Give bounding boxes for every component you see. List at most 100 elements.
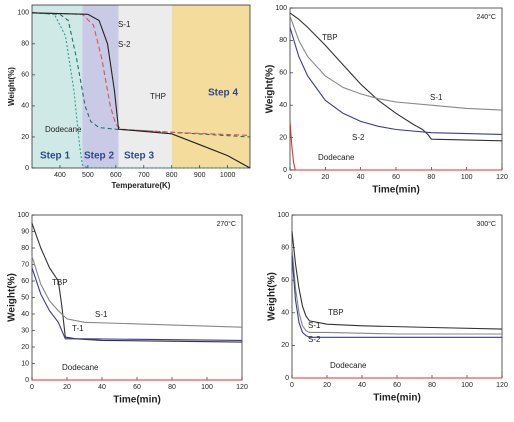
series-label: S-1	[430, 93, 443, 102]
y-tick-label: 10	[21, 360, 29, 367]
series-label: Dodecane	[318, 153, 355, 162]
x-tick-label: 100	[461, 174, 473, 181]
y-tick-label: 20	[21, 134, 29, 141]
series-line	[289, 27, 503, 135]
series-label: T-1	[72, 324, 84, 333]
y-tick-label: 0	[25, 377, 29, 384]
step-label: Step 4	[208, 88, 238, 99]
x-tick-label: 40	[357, 174, 365, 181]
y-tick-label: 60	[21, 278, 29, 285]
series-line	[31, 12, 251, 136]
step-label: Step 3	[124, 151, 154, 162]
x-tick-label: 40	[98, 384, 106, 391]
x-tick-label: 1000	[220, 172, 236, 179]
x-tick-label: 20	[63, 384, 71, 391]
x-tick-label: 80	[428, 382, 436, 389]
y-tick-label: 40	[21, 103, 29, 110]
series-label: Dodecane	[330, 361, 367, 370]
series-line	[289, 15, 503, 111]
series-label: Dodecane	[62, 363, 99, 372]
y-tick-label: 0	[283, 167, 287, 174]
y-tick-label: 80	[21, 41, 29, 48]
series-label: S-1	[95, 310, 108, 319]
x-tick-label: 20	[321, 174, 329, 181]
x-tick-label: 20	[323, 382, 331, 389]
temperature-label: 270°C	[216, 220, 236, 228]
y-tick-label: 80	[21, 245, 29, 252]
y-tick-label: 40	[21, 311, 29, 318]
x-axis-label: Time(min)	[372, 185, 420, 196]
step-label: Step 1	[40, 151, 70, 162]
x-tick-label: 0	[30, 384, 34, 391]
x-tick-label: 120	[496, 174, 508, 181]
y-tick-label: 80	[281, 244, 289, 251]
series-line	[31, 267, 243, 341]
y-tick-label: 90	[21, 228, 29, 235]
y-tick-label: 20	[279, 134, 287, 141]
x-tick-label: 80	[427, 174, 435, 181]
step-label: Step 2	[84, 151, 114, 162]
x-tick-label: 500	[82, 172, 94, 179]
y-tick-label: 50	[21, 294, 29, 301]
series-line	[31, 256, 243, 328]
series-line	[289, 121, 502, 171]
y-tick-label: 0	[285, 375, 289, 382]
series-label: S-1	[308, 321, 321, 330]
x-tick-label: 800	[166, 172, 178, 179]
temperature-label: 240°C	[476, 13, 496, 21]
plot-frame	[31, 214, 243, 381]
y-tick-label: 60	[281, 277, 289, 284]
y-tick-label: 0	[25, 165, 29, 172]
series-label: S-1	[118, 20, 131, 29]
x-tick-label: 400	[54, 172, 66, 179]
y-tick-label: 100	[17, 10, 29, 17]
series-label: S-2	[308, 335, 321, 344]
x-tick-label: 80	[168, 384, 176, 391]
y-tick-label: 20	[21, 344, 29, 351]
series-label: S-2	[352, 133, 365, 142]
step-region	[118, 5, 172, 168]
series-label: THP	[150, 92, 166, 101]
x-tick-label: 100	[201, 384, 213, 391]
y-tick-label: 100	[277, 212, 289, 219]
y-tick-label: 80	[279, 37, 287, 44]
y-tick-label: 100	[17, 212, 29, 219]
y-tick-label: 60	[279, 70, 287, 77]
y-tick-label: 40	[281, 310, 289, 317]
y-tick-label: 70	[21, 261, 29, 268]
x-tick-label: 900	[194, 172, 206, 179]
series-label: TBP	[322, 33, 338, 42]
series-label: TBP	[52, 278, 68, 287]
step-region	[32, 5, 83, 168]
x-tick-label: 600	[110, 172, 122, 179]
series-line	[31, 12, 250, 169]
series-line	[291, 231, 503, 330]
y-axis-label: Weight(%)	[267, 272, 278, 321]
x-tick-label: 100	[461, 382, 473, 389]
x-tick-label: 120	[236, 384, 248, 391]
plot-frame	[291, 214, 503, 379]
x-tick-label: 60	[392, 174, 400, 181]
y-tick-label: 60	[21, 72, 29, 79]
series-label: Dodecane	[45, 125, 82, 134]
temperature-label: 300°C	[476, 220, 496, 228]
x-tick-label: 60	[393, 382, 401, 389]
series-line	[289, 12, 503, 142]
x-tick-label: 700	[138, 172, 150, 179]
y-tick-label: 40	[279, 102, 287, 109]
series-label: S-2	[118, 40, 131, 49]
y-axis-label: Weight(%)	[7, 273, 18, 322]
y-axis-label: Weight(%)	[265, 65, 276, 114]
y-axis-label: Weight(%)	[7, 67, 16, 106]
step-region	[171, 5, 250, 168]
series-line	[291, 247, 502, 335]
x-tick-label: 60	[133, 384, 141, 391]
series-line	[31, 223, 243, 343]
x-axis-label: Temperature(K)	[112, 181, 171, 190]
x-tick-label: 40	[358, 382, 366, 389]
y-tick-label: 30	[21, 327, 29, 334]
x-axis-label: Time(min)	[373, 393, 421, 404]
step-region	[82, 5, 119, 168]
x-tick-label: 0	[290, 382, 294, 389]
